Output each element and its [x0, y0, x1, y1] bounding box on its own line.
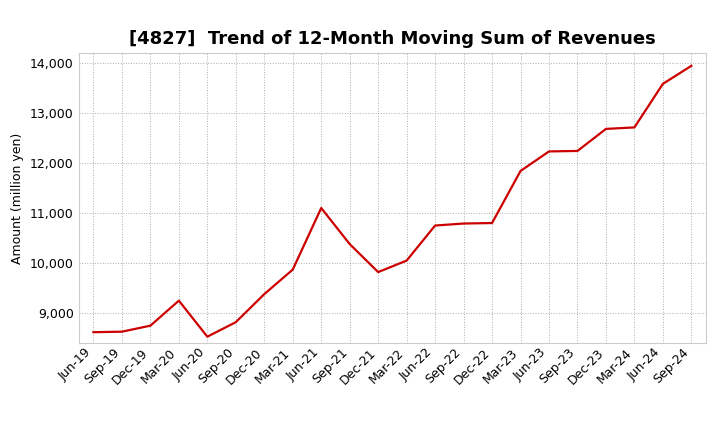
Title: [4827]  Trend of 12-Month Moving Sum of Revenues: [4827] Trend of 12-Month Moving Sum of R… [129, 30, 656, 48]
Y-axis label: Amount (million yen): Amount (million yen) [12, 132, 24, 264]
